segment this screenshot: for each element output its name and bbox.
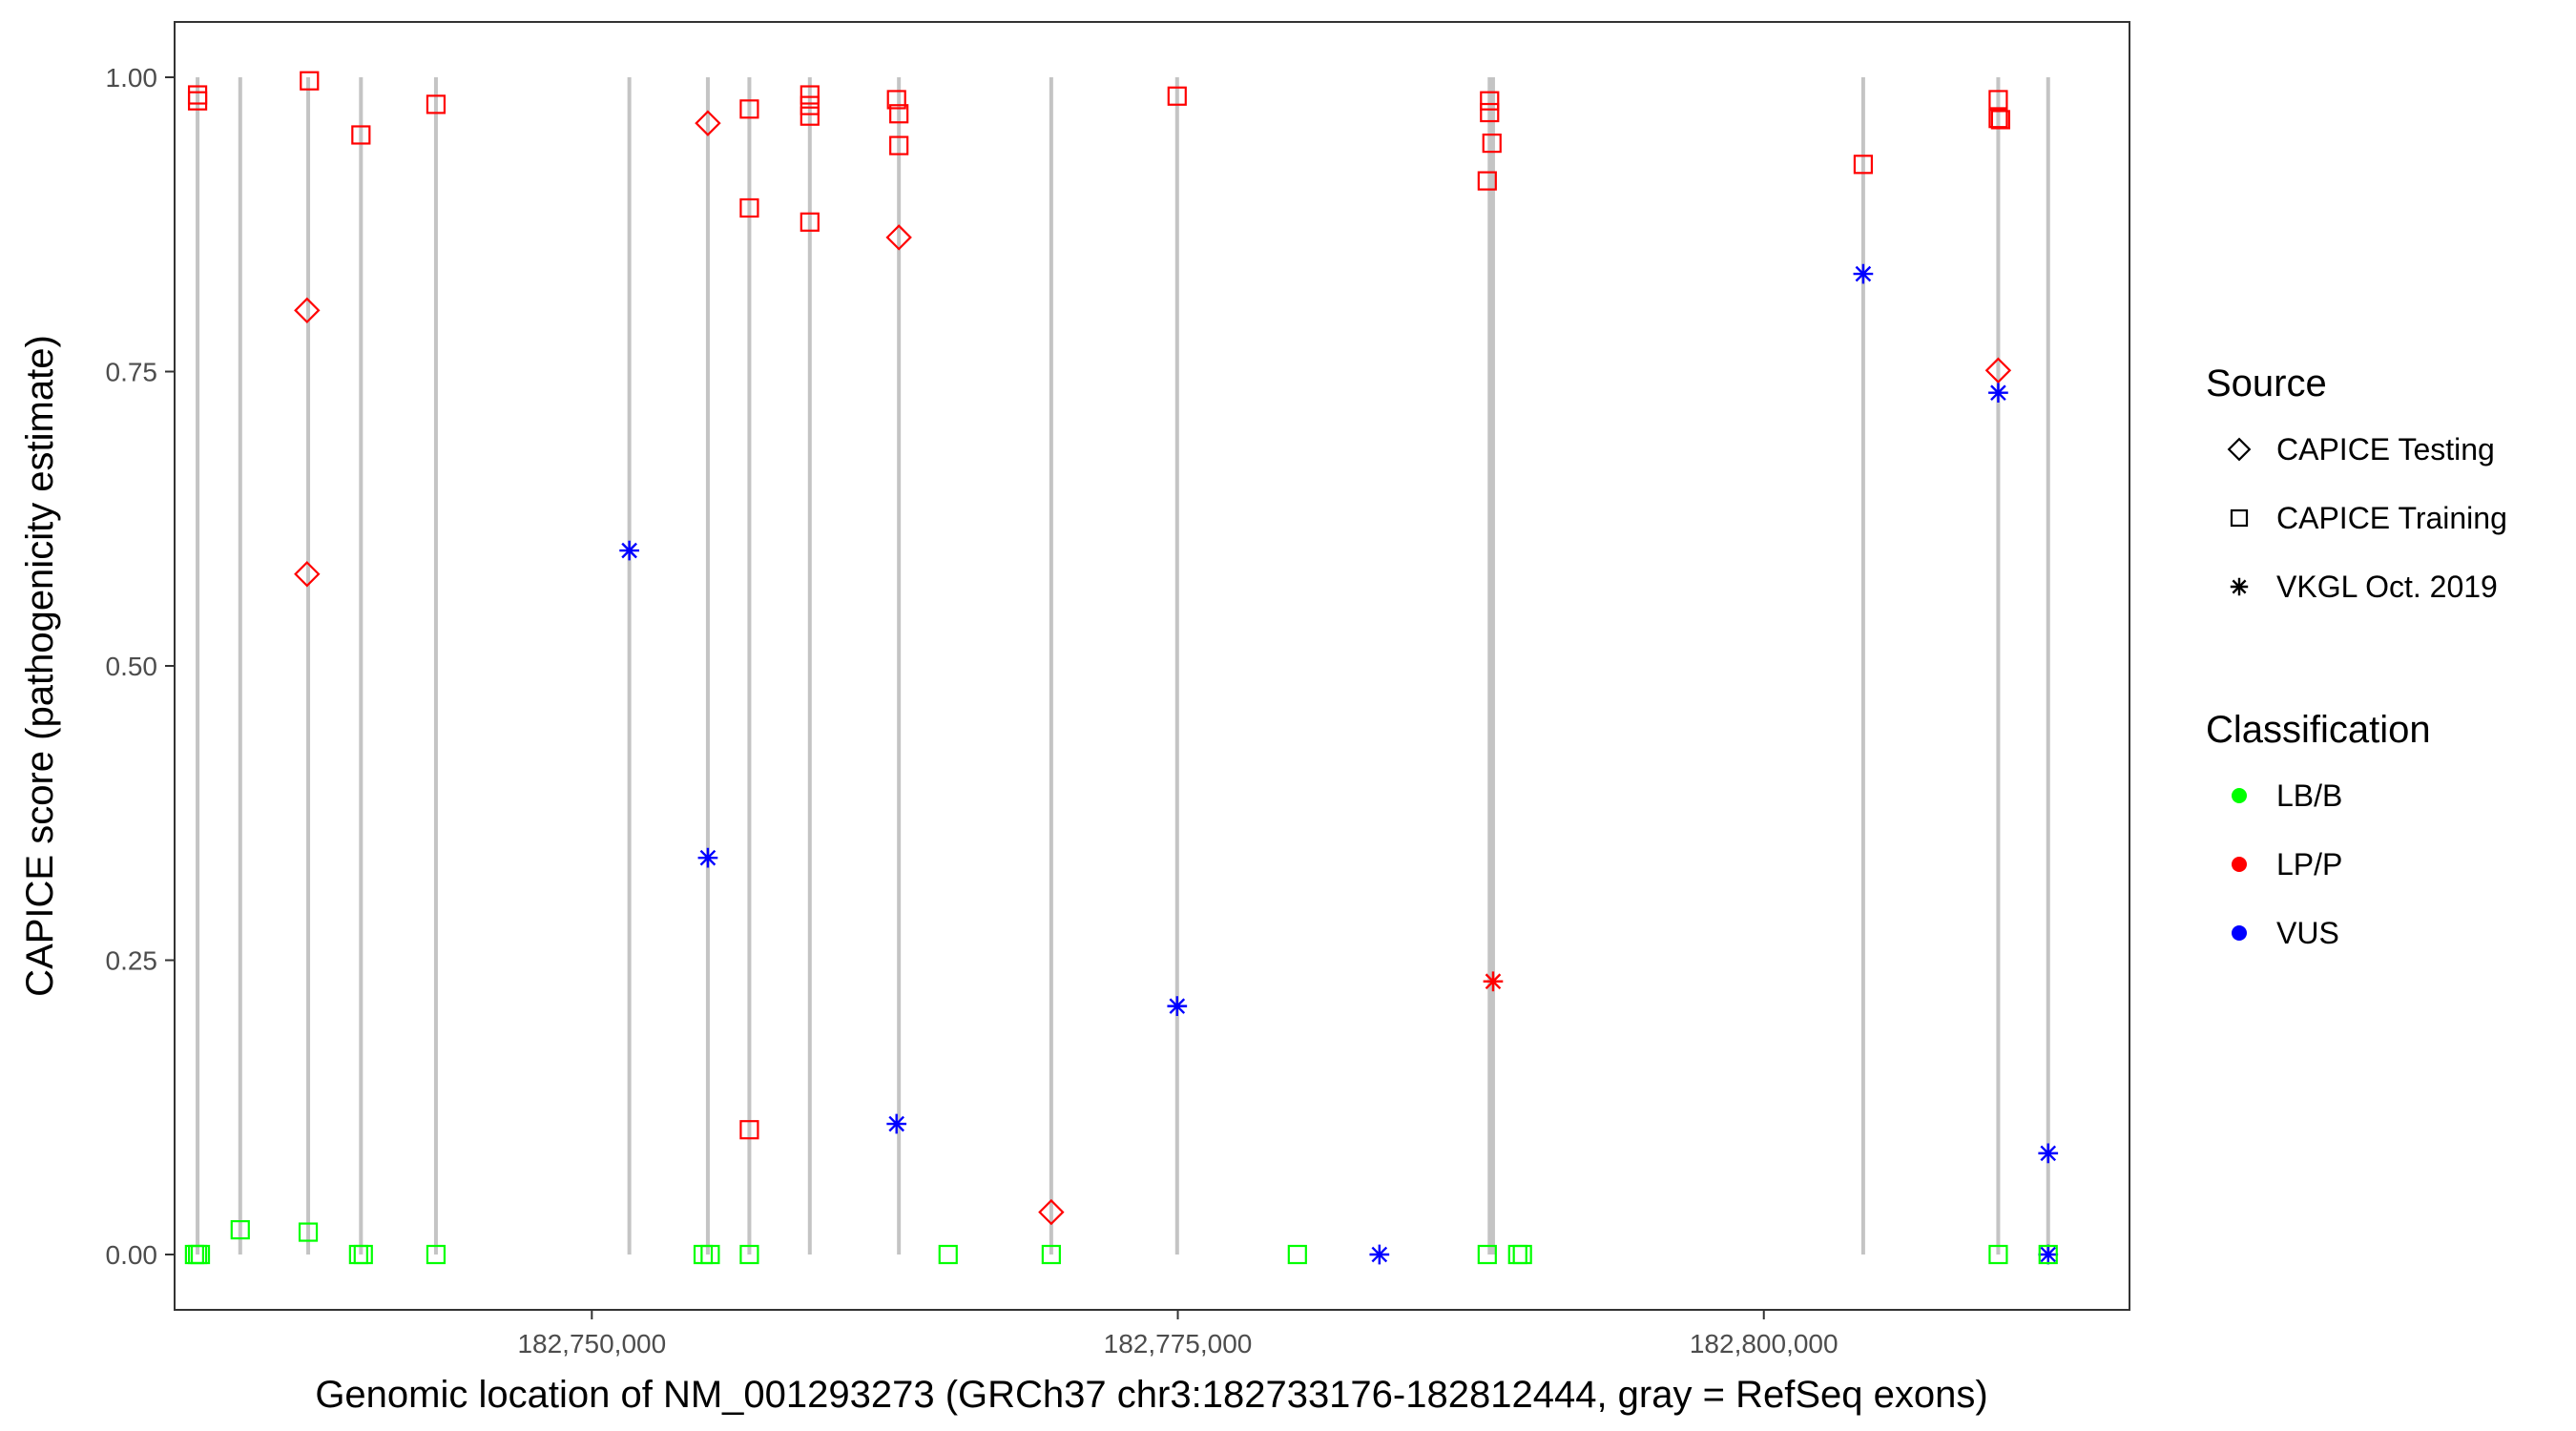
legend-source-label: CAPICE Testing bbox=[2276, 432, 2495, 467]
data-point-square bbox=[426, 1244, 447, 1265]
legend-key-dot bbox=[2232, 788, 2247, 803]
data-point-square bbox=[1167, 86, 1187, 106]
data-point-square bbox=[230, 1219, 250, 1240]
data-point-square bbox=[800, 106, 820, 126]
legend-key-star bbox=[2230, 577, 2249, 596]
data-point-square bbox=[739, 197, 759, 218]
legend-key-dot bbox=[2232, 925, 2247, 941]
data-point-square bbox=[1990, 110, 2010, 130]
legend-source-label: VKGL Oct. 2019 bbox=[2276, 570, 2498, 604]
y-tick-label: 0.75 bbox=[106, 357, 158, 386]
data-point-star bbox=[1988, 383, 2008, 404]
legend-key-dot bbox=[2232, 857, 2247, 872]
legend-class-label: VUS bbox=[2276, 916, 2339, 950]
data-point-square bbox=[1287, 1244, 1307, 1265]
data-point-star bbox=[886, 1113, 907, 1134]
data-point-square bbox=[1482, 134, 1502, 154]
legend-class-item: LP/P bbox=[2232, 847, 2342, 881]
x-tick-label: 182,800,000 bbox=[1690, 1329, 1839, 1358]
data-point-square bbox=[938, 1244, 958, 1265]
legend-source-item: VKGL Oct. 2019 bbox=[2230, 570, 2498, 604]
data-point-square bbox=[1988, 109, 2008, 129]
x-tick-label: 182,750,000 bbox=[517, 1329, 666, 1358]
legend-class-item: LB/B bbox=[2232, 778, 2342, 813]
legend-source-label: CAPICE Training bbox=[2276, 501, 2507, 535]
data-point-square bbox=[300, 71, 320, 91]
y-axis: 0.00 0.25 0.50 0.75 1.00 bbox=[106, 63, 175, 1270]
y-axis-title: CAPICE score (pathogenicity estimate) bbox=[19, 335, 61, 997]
data-point-star bbox=[1853, 263, 1874, 284]
data-point-square bbox=[1512, 1244, 1532, 1265]
y-tick-label: 0.25 bbox=[106, 946, 158, 976]
data-point-diamond bbox=[695, 110, 721, 136]
data-point-square bbox=[800, 212, 820, 232]
data-point-square bbox=[187, 91, 208, 111]
data-point-square bbox=[351, 125, 371, 145]
data-point-square bbox=[1041, 1244, 1061, 1265]
data-point-square bbox=[298, 1222, 319, 1242]
legend-class-item: VUS bbox=[2232, 916, 2339, 950]
data-point-square bbox=[353, 1244, 373, 1265]
data-point-square bbox=[739, 99, 759, 119]
data-point-square bbox=[800, 95, 820, 115]
data-point-square bbox=[1480, 102, 1500, 123]
data-point-square bbox=[800, 85, 820, 105]
legend-class-label: LP/P bbox=[2276, 847, 2342, 881]
legend: Source Classification CAPICE Testing CAPI… bbox=[2206, 363, 2507, 950]
y-tick-label: 1.00 bbox=[106, 63, 158, 93]
data-point-diamond bbox=[294, 561, 321, 588]
data-point-star bbox=[1167, 996, 1188, 1016]
data-point-star bbox=[1369, 1244, 1390, 1265]
data-point-square bbox=[1480, 91, 1500, 111]
data-point-square bbox=[1477, 171, 1497, 191]
data-point-square bbox=[2038, 1244, 2058, 1265]
data-point-star bbox=[2038, 1244, 2059, 1265]
data-point-star bbox=[619, 540, 639, 561]
legend-key-square bbox=[2230, 508, 2249, 528]
legend-classification-title: Classification bbox=[2206, 709, 2431, 751]
data-point-square bbox=[1477, 1244, 1497, 1265]
data-point-square bbox=[190, 1244, 211, 1265]
data-point-star bbox=[2038, 1143, 2059, 1164]
data-point-square bbox=[739, 1244, 759, 1265]
data-point-diamond bbox=[294, 297, 321, 324]
data-point-square bbox=[700, 1244, 720, 1265]
data-point-star bbox=[697, 847, 718, 868]
x-axis: 182,750,000 182,775,000 182,800,000 bbox=[517, 1310, 1839, 1358]
data-point-square bbox=[889, 104, 909, 124]
data-point-diamond bbox=[1038, 1198, 1065, 1226]
data-points bbox=[184, 71, 2059, 1265]
data-point-star bbox=[1483, 971, 1504, 992]
data-point-diamond bbox=[1984, 357, 2012, 384]
legend-source-item: CAPICE Training bbox=[2230, 501, 2507, 535]
x-axis-title: Genomic location of NM_001293273 (GRCh37… bbox=[315, 1374, 1987, 1416]
legend-key-diamond bbox=[2227, 437, 2252, 462]
legend-class-label: LB/B bbox=[2276, 778, 2342, 813]
y-tick-label: 0.50 bbox=[106, 652, 158, 681]
data-point-square bbox=[1988, 1244, 2008, 1265]
y-tick-label: 0.00 bbox=[106, 1240, 158, 1270]
data-point-square bbox=[426, 94, 447, 114]
legend-source-title: Source bbox=[2206, 363, 2327, 404]
data-point-diamond bbox=[885, 224, 912, 251]
x-tick-label: 182,775,000 bbox=[1104, 1329, 1253, 1358]
legend-source-item: CAPICE Testing bbox=[2227, 432, 2495, 467]
data-point-square bbox=[886, 90, 906, 110]
data-point-square bbox=[1853, 155, 1874, 175]
data-point-square bbox=[1988, 90, 2008, 110]
data-point-square bbox=[889, 135, 909, 156]
data-point-square bbox=[739, 1120, 759, 1140]
exon-lines bbox=[196, 76, 2050, 1255]
